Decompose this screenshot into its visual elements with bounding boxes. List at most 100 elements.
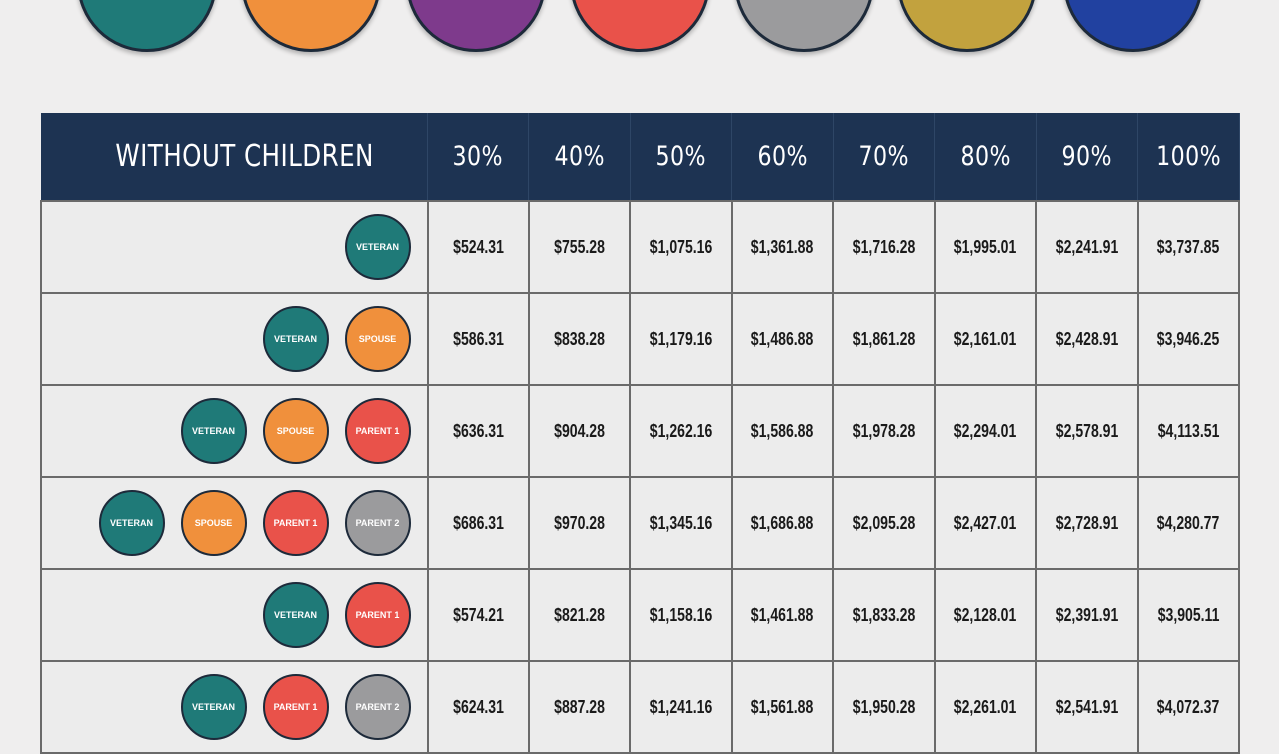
- value-text: $586.31: [452, 328, 504, 349]
- value-text: $2,128.01: [954, 604, 1017, 625]
- column-header: 90%: [1036, 113, 1139, 201]
- value-text: $904.28: [554, 420, 606, 441]
- badge-spouse: SPOUSE: [180, 490, 247, 556]
- value-cell: $1,361.88: [730, 200, 835, 294]
- color-circle: [570, 0, 710, 52]
- value-cell: $524.31: [426, 200, 530, 294]
- value-text: $1,345.16: [649, 512, 713, 533]
- badge-parent-2: PARENT 2: [344, 674, 411, 740]
- value-cell: $1,995.01: [933, 200, 1038, 294]
- household-cell: VETERAN SPOUSE PARENT 1: [40, 384, 429, 478]
- value-cell: $2,241.91: [1035, 200, 1139, 294]
- column-header: 30%: [427, 113, 530, 201]
- column-header-label: 90%: [1061, 141, 1113, 172]
- color-circle: [897, 0, 1037, 52]
- table-row: VETERAN SPOUSE PARENT 1 PARENT 2 $686.31 $970…: [40, 476, 1241, 570]
- value-text: $1,262.16: [649, 420, 713, 441]
- value-cell: $2,428.91: [1035, 292, 1139, 386]
- value-text: $1,833.28: [852, 604, 916, 625]
- value-cell: $1,345.16: [629, 476, 733, 570]
- value-text: $1,995.01: [954, 236, 1017, 257]
- column-header: 70%: [833, 113, 936, 201]
- value-cell: $574.21: [426, 568, 530, 662]
- table-row: VETERAN PARENT 1 $574.21 $821.28 $1,158.16 $1…: [40, 568, 1241, 662]
- badge-veteran: VETERAN: [180, 674, 247, 740]
- value-cell: $1,179.16: [629, 292, 733, 386]
- value-text: $1,716.28: [852, 236, 916, 257]
- value-text: $2,095.28: [852, 512, 916, 533]
- value-text: $686.31: [452, 512, 504, 533]
- value-text: $1,461.88: [751, 604, 814, 625]
- value-text: $2,391.91: [1055, 604, 1119, 625]
- value-text: $1,950.28: [852, 696, 916, 717]
- value-text: $4,113.51: [1157, 420, 1220, 441]
- value-text: $887.28: [554, 696, 606, 717]
- value-cell: $1,486.88: [730, 292, 835, 386]
- value-text: $2,261.01: [954, 696, 1017, 717]
- value-text: $1,158.16: [649, 604, 713, 625]
- badge-veteran: VETERAN: [262, 582, 329, 648]
- compensation-table: WITHOUT CHILDREN 30% 40% 50% 60% 70% 80% 90% 10…: [40, 113, 1241, 754]
- value-cell: $2,294.01: [933, 384, 1038, 478]
- column-header-label: 60%: [757, 141, 808, 172]
- table-header: WITHOUT CHILDREN 30% 40% 50% 60% 70% 80% 90% 10…: [41, 113, 1240, 201]
- value-cell: $3,737.85: [1136, 200, 1241, 294]
- household-cell: VETERAN PARENT 1: [40, 568, 429, 662]
- value-cell: $4,280.77: [1136, 476, 1241, 570]
- value-cell: $2,427.01: [933, 476, 1038, 570]
- value-text: $2,728.91: [1055, 512, 1119, 533]
- table-row: VETERAN $524.31 $755.28 $1,075.16 $1,361.88 $…: [40, 200, 1241, 294]
- value-cell: $624.31: [426, 660, 530, 754]
- value-cell: $970.28: [527, 476, 632, 570]
- value-cell: $636.31: [426, 384, 530, 478]
- value-text: $636.31: [452, 420, 504, 441]
- value-cell: $586.31: [426, 292, 530, 386]
- column-header: 60%: [731, 113, 834, 201]
- value-text: $574.21: [452, 604, 504, 625]
- value-text: $3,905.11: [1157, 604, 1220, 625]
- value-cell: $1,586.88: [730, 384, 835, 478]
- column-header-label: 100%: [1155, 141, 1221, 172]
- column-header-label: 50%: [655, 141, 707, 172]
- value-cell: $4,072.37: [1136, 660, 1241, 754]
- table-row: VETERAN PARENT 1 PARENT 2 $624.31 $887.28 $1,…: [40, 660, 1241, 754]
- value-cell: $2,728.91: [1035, 476, 1139, 570]
- value-cell: $2,261.01: [933, 660, 1038, 754]
- color-circle: [241, 0, 381, 52]
- column-header: 100%: [1137, 113, 1240, 201]
- household-cell: VETERAN SPOUSE PARENT 1 PARENT 2: [40, 476, 429, 570]
- household-cell: VETERAN: [40, 200, 429, 294]
- value-text: $3,946.25: [1157, 328, 1220, 349]
- value-cell: $1,075.16: [629, 200, 733, 294]
- value-cell: $1,158.16: [629, 568, 733, 662]
- value-text: $2,241.91: [1055, 236, 1119, 257]
- value-cell: $838.28: [527, 292, 632, 386]
- value-cell: $1,461.88: [730, 568, 835, 662]
- value-text: $1,561.88: [751, 696, 814, 717]
- value-cell: $1,978.28: [832, 384, 936, 478]
- column-header-label: 40%: [554, 141, 605, 172]
- badge-spouse: SPOUSE: [262, 398, 329, 464]
- value-text: $1,361.88: [751, 236, 814, 257]
- badge-parent-2: PARENT 2: [344, 490, 411, 556]
- value-cell: $904.28: [527, 384, 632, 478]
- badge-parent-1: PARENT 1: [344, 582, 411, 648]
- value-text: $2,428.91: [1055, 328, 1119, 349]
- value-cell: $755.28: [527, 200, 632, 294]
- value-cell: $1,561.88: [730, 660, 835, 754]
- household-cell: VETERAN SPOUSE: [40, 292, 429, 386]
- value-cell: $1,241.16: [629, 660, 733, 754]
- column-header: 50%: [630, 113, 733, 201]
- column-header-label: 80%: [960, 141, 1011, 172]
- value-text: $2,427.01: [954, 512, 1017, 533]
- value-text: $1,586.88: [751, 420, 814, 441]
- value-cell: $1,262.16: [629, 384, 733, 478]
- value-cell: $4,113.51: [1136, 384, 1241, 478]
- value-text: $1,486.88: [751, 328, 814, 349]
- badge-spouse: SPOUSE: [344, 306, 411, 372]
- value-cell: $1,716.28: [832, 200, 936, 294]
- color-circle: [77, 0, 217, 52]
- value-text: $970.28: [554, 512, 606, 533]
- value-text: $2,541.91: [1055, 696, 1119, 717]
- column-header-label: 30%: [452, 141, 504, 172]
